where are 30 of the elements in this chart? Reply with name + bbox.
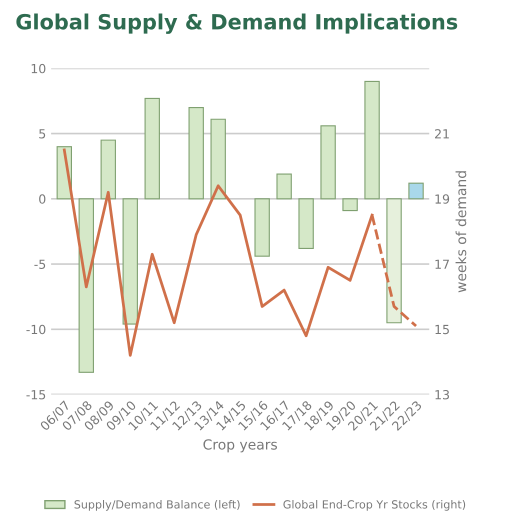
bar: [254, 198, 270, 257]
y2-tick-label: 21: [435, 129, 449, 138]
bar: [188, 106, 204, 200]
bar: [408, 182, 424, 200]
y-tick-label: -5: [34, 260, 46, 269]
bar: [276, 173, 292, 200]
bar: [342, 198, 358, 212]
legend-label: Global End-Crop Yr Stocks (right): [283, 500, 466, 511]
bar: [100, 140, 116, 200]
y2-tick-label: 13: [435, 390, 450, 400]
y-tick-label: 5: [39, 129, 46, 139]
y2-tick-label: 17: [435, 260, 449, 269]
bar: [386, 198, 402, 324]
y-tick-label: 0: [39, 194, 46, 204]
bar: [298, 198, 314, 249]
bar: [364, 80, 380, 200]
y-tick-label: -15: [26, 390, 46, 400]
y2-axis-title: weeks of demand: [456, 171, 466, 292]
y2-tick-label: 15: [435, 324, 449, 334]
bar: [78, 198, 94, 373]
bar: [320, 125, 336, 200]
bar: [210, 118, 226, 200]
legend-label: Supply/Demand Balance (left): [74, 500, 240, 511]
x-axis-title: Crop years: [203, 439, 278, 452]
bar: [122, 198, 138, 325]
chart-title: Global Supply & Demand Implications: [16, 14, 458, 34]
y-tick-label: -10: [26, 324, 46, 334]
bar: [144, 98, 160, 200]
y-tick-label: 10: [32, 64, 46, 74]
y2-tick-label: 19: [435, 194, 450, 204]
